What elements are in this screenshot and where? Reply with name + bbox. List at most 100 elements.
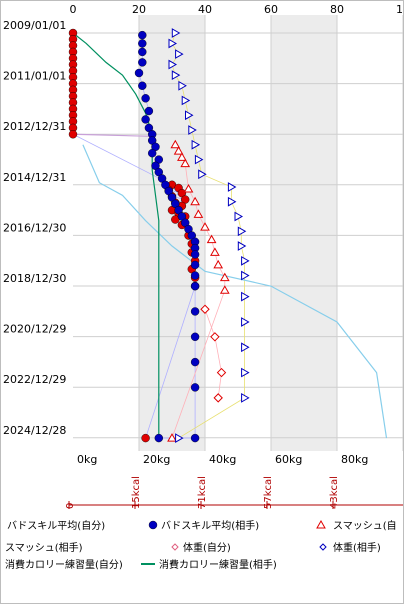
x-top-tick-label: 80 — [330, 3, 344, 16]
y-tick-label: 2024/12/28 — [3, 424, 66, 437]
data-point — [171, 215, 180, 224]
data-point — [241, 393, 250, 403]
x-bottom-tick-label: 80kg — [341, 453, 368, 466]
data-point — [194, 154, 204, 165]
data-point — [183, 183, 194, 193]
legend-label: 消費カロリー練習量(自分) — [5, 558, 123, 571]
series-line-3 — [204, 309, 222, 398]
data-point — [175, 433, 184, 443]
y-tick-label: 2012/12/31 — [3, 120, 66, 133]
data-point — [185, 110, 194, 121]
data-point — [241, 255, 250, 266]
data-point — [147, 148, 157, 158]
x-bottom-tick-label: 20kg — [143, 453, 170, 466]
data-point — [241, 342, 250, 353]
y-tick-label: 2011/01/01 — [3, 70, 66, 83]
data-point — [241, 270, 250, 281]
data-point — [168, 59, 178, 70]
x-bottom-tick-label: 40kg — [209, 453, 236, 466]
data-point — [227, 182, 237, 192]
data-point — [190, 433, 200, 443]
data-point — [241, 291, 250, 302]
data-point — [68, 130, 78, 139]
data-point — [170, 139, 181, 149]
data-point — [190, 383, 200, 392]
data-point — [241, 367, 250, 378]
data-point — [173, 146, 184, 155]
data-point — [138, 39, 147, 48]
calorie-tick-label: 71kcal — [197, 476, 208, 509]
data-point — [193, 209, 204, 218]
calorie-tick-label: 43kcal — [329, 476, 340, 509]
data-point — [200, 304, 210, 314]
data-point — [237, 226, 247, 237]
data-point — [138, 30, 147, 40]
calorie-tick-label: 0 — [65, 503, 76, 509]
data-point — [190, 307, 200, 316]
data-point — [210, 247, 220, 256]
data-point — [237, 241, 247, 251]
y-tick-label: 2018/12/30 — [3, 272, 66, 285]
x-top-tick-label: 60 — [264, 3, 278, 16]
legend-label: バドスキル平均(相手) — [161, 519, 259, 532]
data-point — [134, 68, 144, 78]
data-point — [141, 94, 150, 103]
data-point — [167, 433, 177, 442]
data-point — [198, 169, 207, 180]
y-tick-label: 2020/12/29 — [3, 323, 66, 336]
x-bottom-tick-label: 0kg — [77, 453, 97, 466]
series-line-6 — [72, 133, 156, 138]
legend-label: スマッシュ(相手) — [5, 541, 83, 554]
data-point — [190, 357, 200, 367]
legend-marker — [148, 520, 158, 530]
data-point — [213, 259, 224, 269]
data-point — [190, 250, 200, 259]
data-point — [138, 58, 147, 67]
legend-label: 消費カロリー練習量(相手) — [159, 558, 277, 571]
legend-label: スマッシュ(自 — [333, 519, 397, 532]
data-point — [216, 367, 227, 378]
data-point — [200, 222, 210, 231]
y-tick-label: 2016/12/30 — [3, 221, 66, 234]
legend-label: 体重(自分) — [183, 541, 231, 554]
data-point — [177, 152, 187, 161]
data-point — [138, 47, 147, 57]
x-top-tick-label: 0 — [70, 3, 77, 16]
data-point — [190, 332, 200, 342]
legend-marker — [171, 543, 179, 551]
data-point — [141, 433, 150, 443]
calorie-tick-label: 15kcal — [131, 476, 142, 509]
data-point — [219, 285, 230, 294]
data-point — [190, 196, 200, 206]
data-point — [144, 106, 154, 116]
x-top-tick-label: 20 — [132, 3, 146, 16]
y-tick-label: 2009/01/01 — [3, 19, 66, 32]
legend-label: 体重(相手) — [333, 541, 381, 554]
x-top-tick-label: 10 — [396, 3, 404, 16]
data-point — [168, 38, 178, 49]
data-point — [154, 433, 164, 443]
data-point — [171, 70, 181, 81]
x-top-tick-label: 40 — [198, 3, 212, 16]
series-line-5 — [82, 144, 388, 439]
y-tick-label: 2014/12/31 — [3, 171, 66, 184]
data-point — [234, 211, 244, 222]
data-point — [206, 234, 217, 244]
data-point — [178, 80, 187, 91]
data-point — [171, 28, 181, 38]
band-1 — [271, 15, 337, 451]
x-bottom-tick-label: 60kg — [275, 453, 302, 466]
data-point — [241, 317, 250, 327]
data-point — [188, 125, 197, 135]
data-point — [180, 158, 191, 168]
data-point — [190, 271, 200, 280]
y-tick-label: 2022/12/29 — [3, 373, 66, 386]
data-point — [210, 332, 220, 342]
data-point — [227, 196, 237, 207]
data-point — [181, 95, 191, 106]
legend-marker — [316, 519, 326, 529]
data-point — [190, 260, 200, 270]
data-point — [191, 139, 201, 150]
